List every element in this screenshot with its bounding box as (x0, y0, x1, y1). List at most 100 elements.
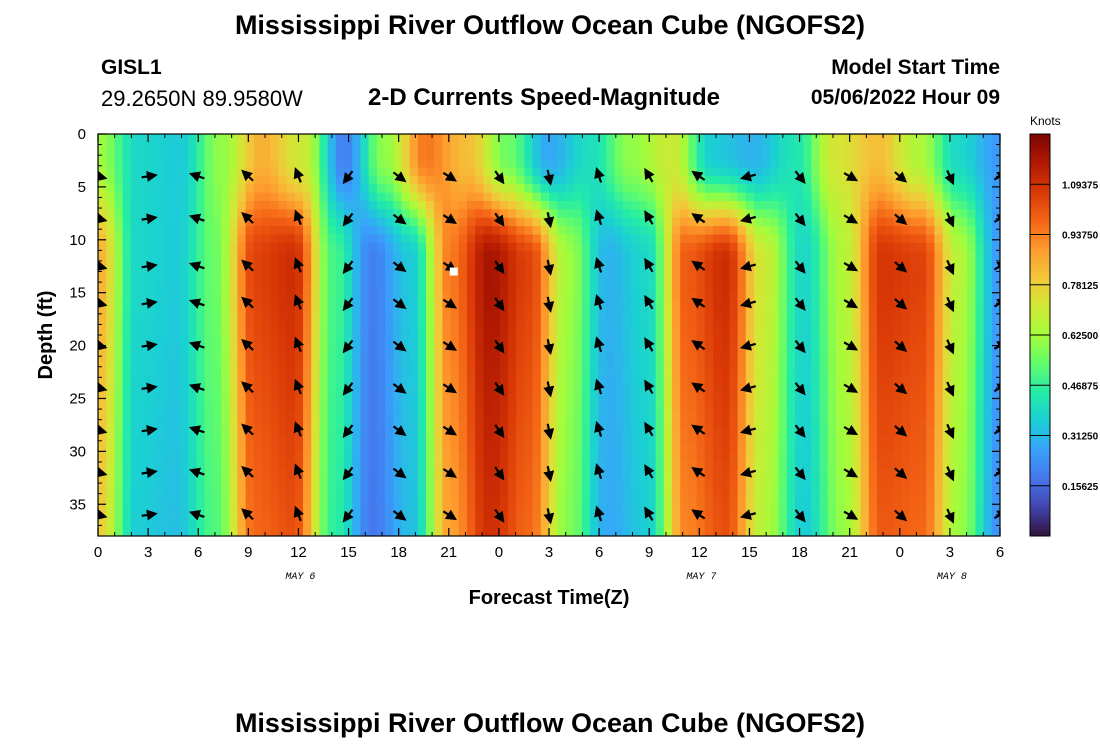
heatmap-cell (393, 159, 402, 169)
heatmap-cell (713, 268, 722, 277)
heatmap-cell (417, 268, 427, 277)
heatmap-cell (147, 251, 156, 261)
heatmap-cell (598, 268, 607, 277)
heatmap-cell (294, 201, 304, 210)
heatmap-cell (352, 268, 361, 277)
heatmap-cell (704, 142, 714, 152)
heatmap-cell (491, 418, 501, 428)
heatmap-cell (122, 469, 132, 478)
heatmap-cell (253, 175, 263, 185)
heatmap-cell (401, 284, 411, 294)
heatmap-cell (188, 150, 197, 160)
heatmap-cell (475, 234, 484, 244)
heatmap-cell (770, 485, 780, 495)
heatmap-cell (836, 259, 845, 269)
heatmap-cell (417, 393, 427, 403)
heatmap-cell (360, 360, 370, 370)
heatmap-cell (680, 217, 689, 227)
heatmap-cell (139, 335, 148, 344)
heatmap-cell (713, 360, 722, 370)
heatmap-cell (819, 242, 829, 252)
heatmap-cell (844, 326, 853, 336)
heatmap-cell (844, 159, 853, 169)
heatmap-cell (245, 318, 255, 328)
heatmap-cell (385, 226, 394, 236)
heatmap-cell (745, 443, 755, 453)
heatmap-cell (196, 159, 206, 169)
heatmap-cell (278, 301, 288, 311)
heatmap-cell (803, 326, 812, 336)
heatmap-cell (376, 393, 386, 403)
heatmap-cell (885, 259, 894, 269)
heatmap-cell (713, 343, 722, 353)
heatmap-cell (106, 360, 115, 370)
heatmap-cell (294, 309, 304, 319)
heatmap-cell (713, 293, 722, 303)
heatmap-cell (319, 343, 329, 353)
heatmap-cell (344, 242, 353, 252)
heatmap-cell (770, 335, 780, 344)
heatmap-cell (253, 226, 263, 236)
heatmap-cell (950, 368, 960, 378)
heatmap-cell (171, 167, 181, 177)
heatmap-cell (573, 469, 583, 478)
heatmap-cell (163, 234, 173, 244)
heatmap-cell (581, 318, 591, 328)
heatmap-cell (393, 477, 402, 487)
heatmap-cell (778, 402, 788, 411)
heatmap-cell (778, 226, 788, 236)
heatmap-cell (524, 343, 534, 353)
heatmap-cell (713, 368, 722, 378)
heatmap-cell (721, 159, 730, 169)
heatmap-cell (344, 142, 353, 152)
heatmap-cell (967, 268, 976, 277)
heatmap-cell (868, 175, 878, 185)
heatmap-cell (893, 184, 903, 194)
heatmap-cell (147, 502, 156, 512)
heatmap-cell (819, 268, 829, 277)
heatmap-cell (991, 452, 1000, 462)
heatmap-cell (532, 477, 542, 487)
heatmap-cell (729, 175, 739, 185)
heatmap-cell (827, 309, 837, 319)
heatmap-cell (344, 326, 353, 336)
heatmap-cell (221, 335, 230, 344)
heatmap-cell (98, 293, 107, 303)
heatmap-cell (975, 268, 985, 277)
heatmap-cell (573, 485, 583, 495)
heatmap-cell (565, 268, 575, 277)
heatmap-cell (237, 435, 247, 445)
heatmap-cell (155, 452, 165, 462)
heatmap-cell (270, 376, 279, 386)
heatmap-cell (270, 427, 279, 437)
heatmap-cell (819, 184, 829, 194)
heatmap-cell (114, 268, 124, 277)
heatmap-cell (491, 150, 501, 160)
heatmap-cell (286, 435, 296, 445)
heatmap-cell (950, 410, 960, 420)
heatmap-cell (778, 452, 788, 462)
heatmap-cell (147, 376, 156, 386)
heatmap-cell (245, 418, 255, 428)
heatmap-cell (294, 142, 304, 152)
heatmap-cell (491, 134, 501, 143)
heatmap-cell (647, 494, 657, 504)
heatmap-cell (696, 276, 706, 286)
heatmap-cell (98, 242, 107, 252)
heatmap-cell (467, 293, 476, 303)
heatmap-cell (434, 410, 443, 420)
heatmap-cell (180, 251, 189, 261)
heatmap-cell (557, 460, 566, 470)
heatmap-cell (729, 494, 739, 504)
heatmap-cell (163, 452, 173, 462)
heatmap-cell (270, 443, 279, 453)
heatmap-cell (385, 209, 394, 219)
heatmap-cell (426, 309, 435, 319)
heatmap-cell (196, 184, 206, 194)
heatmap-cell (786, 335, 796, 344)
heatmap-cell (163, 360, 173, 370)
heatmap-cell (401, 502, 411, 512)
heatmap-cell (909, 469, 919, 478)
heatmap-cell (106, 142, 115, 152)
heatmap-cell (622, 301, 632, 311)
